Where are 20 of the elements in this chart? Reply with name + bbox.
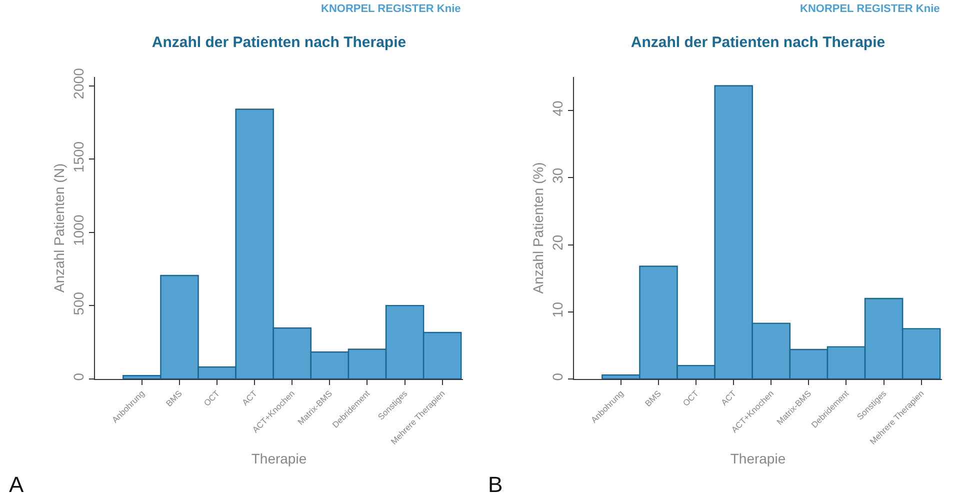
y-axis-title: Anzahl Patienten (N) — [51, 163, 67, 293]
text: KNORPEL REGISTER Knie — [800, 3, 940, 15]
x-axis-title: Therapie — [251, 450, 307, 467]
text: KNORPEL REGISTER Knie — [321, 3, 461, 15]
y-tick-label: 1000 — [70, 214, 86, 246]
y-tick-label: 500 — [70, 292, 86, 316]
y-tick-label: 20 — [549, 234, 566, 250]
chart-title: Anzahl der Patienten nach Therapie — [630, 34, 886, 52]
text: B — [488, 472, 503, 496]
y-tick-label: 2000 — [70, 68, 86, 100]
y-tick-label: 1500 — [70, 141, 86, 173]
y-tick-label: 40 — [549, 100, 566, 116]
y-tick-label: 10 — [549, 302, 566, 318]
y-tick-label: 0 — [549, 372, 566, 381]
y-tick-label: 0 — [70, 372, 86, 381]
y-axis-title: Anzahl Patienten (%) — [530, 162, 546, 294]
y-tick-label: 30 — [549, 168, 566, 184]
x-axis-title: Therapie — [730, 450, 786, 467]
text: A — [9, 472, 24, 496]
chart-title: Anzahl der Patienten nach Therapie — [152, 34, 406, 52]
